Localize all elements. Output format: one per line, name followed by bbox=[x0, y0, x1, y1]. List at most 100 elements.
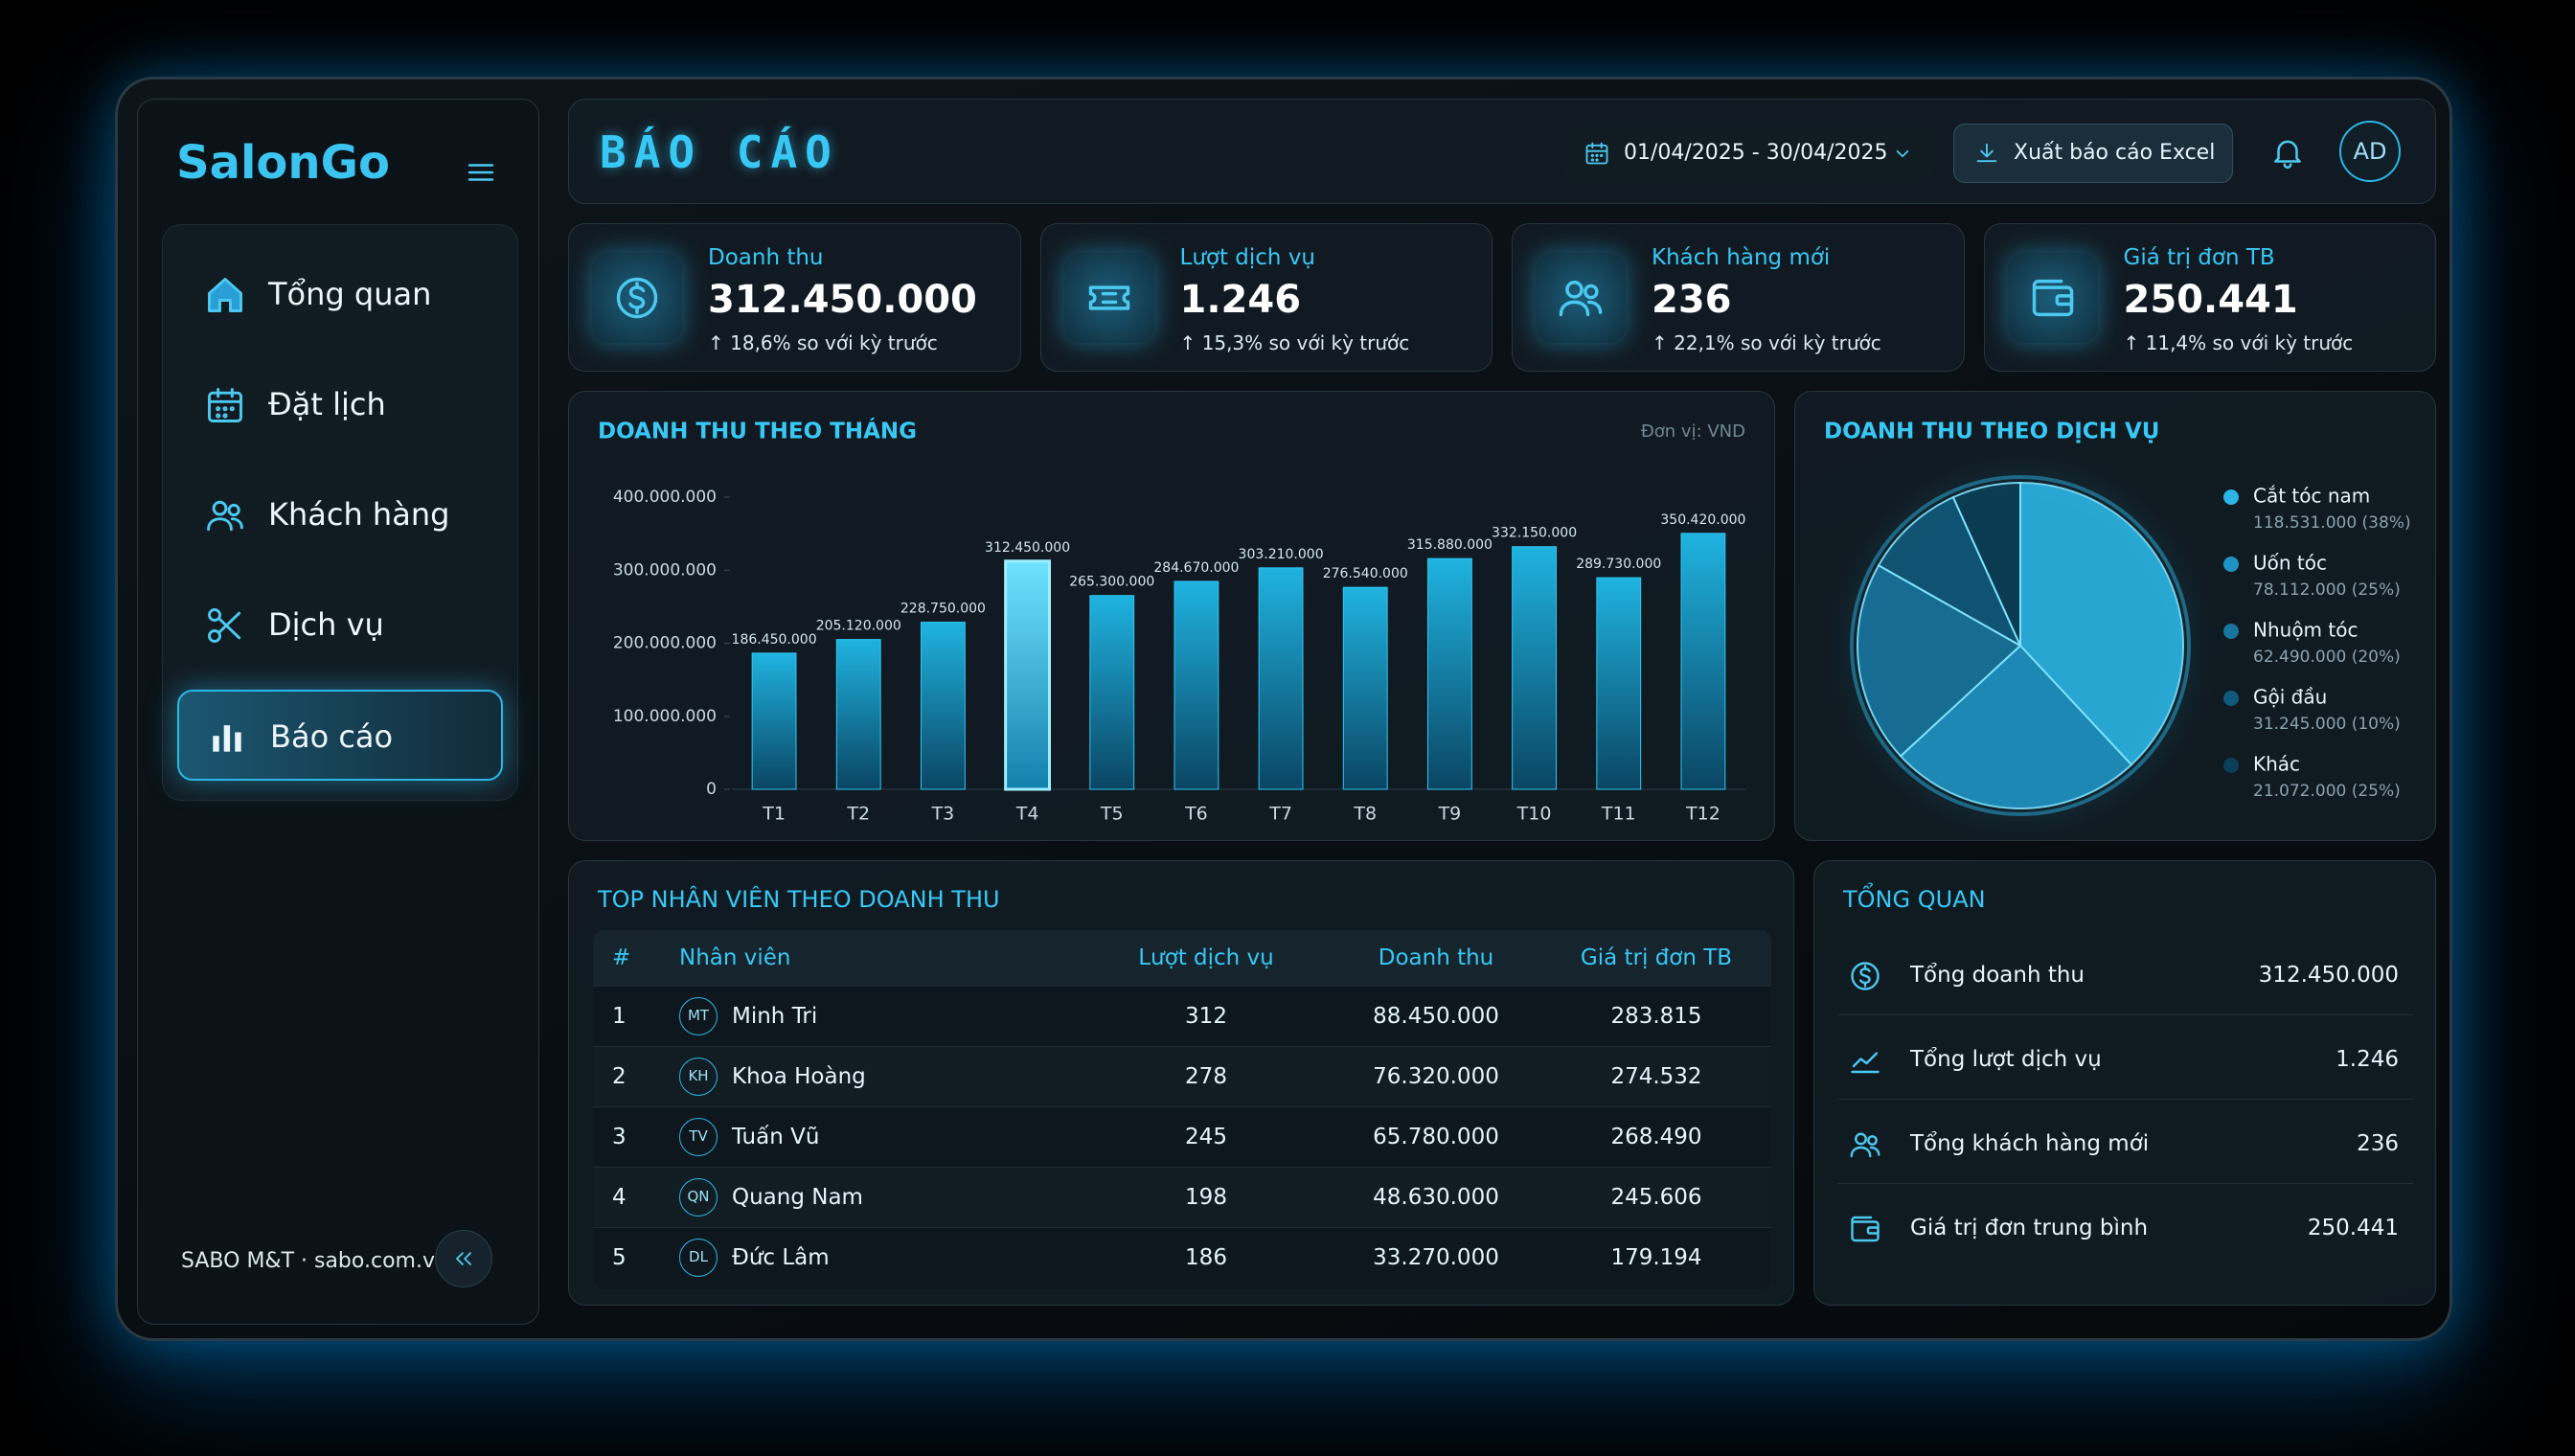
header: BÁO CÁO 01/04/2025 - 30/04/2025 Xuất báo c… bbox=[568, 99, 2436, 204]
x-tick-label: T12 bbox=[1685, 804, 1720, 825]
x-tick-label: T7 bbox=[1268, 804, 1292, 825]
bar bbox=[1004, 559, 1052, 791]
legend-name: Cắt tóc nam bbox=[2253, 485, 2370, 508]
value-label: 350.420.000 bbox=[1660, 512, 1745, 528]
chart-panel: DOANH THU THEO DỊCH VỤ Cắt tóc nam 118.531… bbox=[1794, 391, 2436, 841]
table-title: TOP NHÂN VIÊN THEO DOANH THU bbox=[598, 886, 1000, 913]
overview-label: Tổng doanh thu bbox=[1910, 963, 2085, 988]
kpi-label: Giá trị đơn TB bbox=[2123, 245, 2275, 270]
services: 186 bbox=[1185, 1245, 1227, 1270]
nav-item[interactable]: Đặt lịch bbox=[177, 359, 503, 450]
legend-name: Nhuộm tóc bbox=[2253, 619, 2358, 642]
kpi-icon-box bbox=[1063, 253, 1154, 343]
nav-item[interactable]: Báo cáo bbox=[177, 690, 503, 781]
nav-item[interactable]: Khách hàng bbox=[177, 469, 503, 560]
pie-slice bbox=[1857, 563, 2022, 758]
kpi-change: ↑ 15,3% so với kỳ trước bbox=[1179, 331, 1410, 354]
overview-value: 312.450.000 bbox=[2258, 963, 2399, 988]
legend-name: Khác bbox=[2253, 753, 2300, 776]
overview-icon bbox=[1848, 1043, 1882, 1081]
table-header: # Nhân viên Lượt dịch vụ Doanh thu Giá trị đ… bbox=[593, 930, 1771, 986]
bar bbox=[1258, 567, 1304, 790]
revenue: 65.780.000 bbox=[1373, 1125, 1499, 1149]
legend-value: 62.490.000 (20%) bbox=[2253, 648, 2401, 667]
x-tick-label: T3 bbox=[931, 804, 955, 825]
sidebar: SalonGo Tổng quan Đặt lịch Khách hàng Dịch v… bbox=[137, 99, 539, 1325]
chart-panel: DOANH THU THEO THÁNG Đơn vị: VND 0 100.000.… bbox=[568, 391, 1775, 841]
column-header: Lượt dịch vụ bbox=[1138, 945, 1274, 970]
services: 278 bbox=[1185, 1064, 1227, 1089]
kpi-card: Doanh thu 312.450.000 ↑ 18,6% so với kỳ tr… bbox=[568, 223, 1021, 372]
rank: 2 bbox=[612, 1064, 627, 1089]
value-label: 332.150.000 bbox=[1492, 526, 1577, 541]
export-label: Xuất báo cáo Excel bbox=[2014, 141, 2216, 165]
x-tick-label: T8 bbox=[1353, 804, 1377, 825]
collapse-button[interactable] bbox=[435, 1230, 492, 1287]
value-label: 289.730.000 bbox=[1576, 557, 1661, 572]
nav-item[interactable]: Tổng quan bbox=[177, 249, 503, 340]
nav-label: Tổng quan bbox=[268, 276, 432, 312]
avatar[interactable]: AD bbox=[2339, 121, 2401, 182]
bar bbox=[1089, 595, 1135, 790]
kpi-value: 236 bbox=[1652, 278, 1732, 322]
rank: 5 bbox=[612, 1245, 627, 1270]
export-button[interactable]: Xuất báo cáo Excel bbox=[1953, 124, 2233, 183]
value-label: 284.670.000 bbox=[1153, 560, 1239, 576]
chart-title: DOANH THU THEO DỊCH VỤ bbox=[1824, 420, 2159, 444]
pie-slice bbox=[1951, 481, 2021, 647]
sidebar-footer: SABO M&T · sabo.com.vn bbox=[181, 1249, 448, 1273]
overview-title: TỔNG QUAN bbox=[1843, 886, 1986, 913]
overview-icon bbox=[1848, 1212, 1882, 1250]
bar bbox=[1426, 557, 1472, 790]
nav-label: Khách hàng bbox=[268, 496, 450, 533]
y-tick-label: 0 bbox=[706, 780, 717, 799]
date-picker[interactable]: 01/04/2025 - 30/04/2025 bbox=[1565, 124, 1931, 183]
avg-order: 179.194 bbox=[1610, 1245, 1702, 1270]
download-icon bbox=[1973, 140, 2000, 171]
value-label: 186.450.000 bbox=[732, 632, 817, 648]
bar bbox=[920, 622, 966, 790]
table-row: 3 TV Tuấn Vũ 245 65.780.000 268.490 bbox=[593, 1106, 1771, 1168]
value-label: 205.120.000 bbox=[816, 619, 901, 634]
overview-icon bbox=[1848, 1127, 1882, 1166]
bar bbox=[835, 639, 881, 790]
overview-row: Tổng lượt dịch vụ 1.246 bbox=[1838, 1022, 2413, 1100]
x-tick-label: T6 bbox=[1184, 804, 1208, 825]
legend-value: 78.112.000 (25%) bbox=[2253, 580, 2401, 600]
nav-label: Đặt lịch bbox=[268, 386, 386, 422]
overview-row: Tổng doanh thu 312.450.000 bbox=[1838, 938, 2413, 1015]
value-label: 265.300.000 bbox=[1069, 575, 1154, 590]
nav-icon bbox=[204, 494, 246, 540]
kpi-icon bbox=[1084, 273, 1134, 327]
chart-title: DOANH THU THEO THÁNG bbox=[598, 418, 917, 444]
table-row: 1 MT Minh Tri 312 88.450.000 283.815 bbox=[593, 986, 1771, 1047]
value-label: 315.880.000 bbox=[1407, 537, 1493, 553]
avg-order: 283.815 bbox=[1610, 1004, 1702, 1029]
collapse-icon bbox=[450, 1245, 477, 1276]
revenue: 76.320.000 bbox=[1373, 1064, 1499, 1089]
staff-avatar: KH bbox=[679, 1058, 718, 1096]
services: 245 bbox=[1185, 1125, 1227, 1149]
nav-item[interactable]: Dịch vụ bbox=[177, 580, 503, 671]
legend-name: Uốn tóc bbox=[2253, 552, 2327, 575]
menu-button[interactable] bbox=[464, 155, 498, 193]
avg-order: 268.490 bbox=[1610, 1125, 1702, 1149]
app-frame: SalonGo Tổng quan Đặt lịch Khách hàng Dịch v… bbox=[115, 77, 2452, 1341]
kpi-change: ↑ 11,4% so với kỳ trước bbox=[2123, 331, 2354, 354]
overview-value: 236 bbox=[2357, 1131, 2399, 1156]
kpi-change: ↑ 18,6% so với kỳ trước bbox=[708, 331, 938, 354]
kpi-card: Giá trị đơn TB 250.441 ↑ 11,4% so với kỳ t… bbox=[1983, 223, 2436, 372]
value-label: 228.750.000 bbox=[900, 602, 986, 617]
bar bbox=[1680, 533, 1726, 790]
overview-row: Giá trị đơn trung bình 250.441 bbox=[1838, 1191, 2413, 1267]
pie-glow bbox=[1850, 475, 2191, 816]
notification-button[interactable] bbox=[2269, 134, 2306, 174]
legend-value: 21.072.000 (25%) bbox=[2253, 782, 2401, 801]
column-header: Nhân viên bbox=[679, 945, 791, 970]
nav-icon bbox=[204, 604, 246, 650]
y-tick-label: 400.000.000 bbox=[613, 488, 717, 507]
revenue: 48.630.000 bbox=[1373, 1185, 1499, 1210]
x-tick-label: T10 bbox=[1516, 804, 1552, 825]
unit-note: Đơn vị: VND bbox=[1641, 421, 1745, 442]
x-tick-label: T2 bbox=[846, 804, 870, 825]
